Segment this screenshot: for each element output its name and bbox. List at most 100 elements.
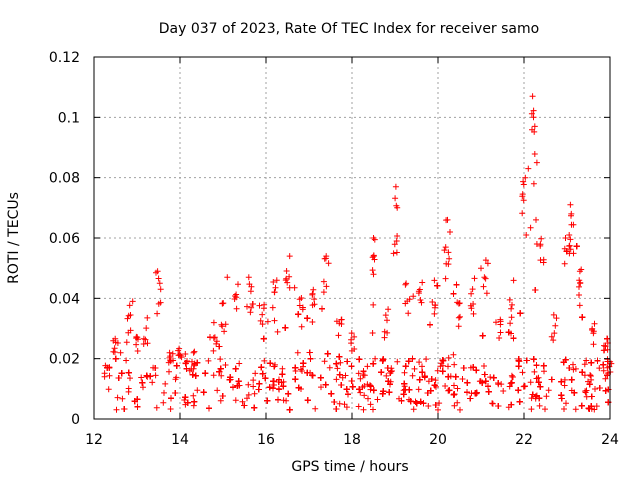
roti-point <box>508 372 515 379</box>
roti-point <box>500 388 507 394</box>
roti-point <box>533 159 540 166</box>
roti-point <box>431 382 438 389</box>
roti-point <box>250 377 257 384</box>
roti-point <box>577 279 584 286</box>
roti-point <box>202 370 209 377</box>
roti-point <box>160 399 167 406</box>
roti-point <box>247 309 254 316</box>
roti-point <box>581 361 588 368</box>
roti-point <box>543 393 550 400</box>
roti-point <box>602 387 609 394</box>
roti-point <box>567 236 574 243</box>
roti-point <box>348 347 355 354</box>
roti-point <box>442 383 449 389</box>
roti-point <box>516 398 523 405</box>
roti-point <box>561 260 568 267</box>
roti-point <box>266 384 273 391</box>
roti-point <box>264 397 271 404</box>
roti-point <box>453 281 460 288</box>
roti-point <box>410 406 417 413</box>
roti-point <box>244 303 250 310</box>
grid-lines <box>94 57 610 419</box>
y-tick-label: 0.06 <box>49 231 80 247</box>
roti-point <box>446 387 453 394</box>
roti-point <box>369 330 376 336</box>
roti-point <box>604 335 611 342</box>
roti-point <box>510 277 517 284</box>
roti-point <box>106 364 113 371</box>
roti-point <box>138 374 145 381</box>
roti-point <box>508 314 515 321</box>
roti-point <box>245 381 252 388</box>
roti-point <box>561 382 568 389</box>
roti-point <box>457 406 463 413</box>
roti-point <box>182 351 189 357</box>
roti-point <box>125 369 132 376</box>
roti-point <box>335 332 342 339</box>
roti-point <box>454 399 461 406</box>
roti-point <box>194 387 201 394</box>
roti-point <box>348 378 355 384</box>
roti-point <box>407 398 414 405</box>
roti-point <box>374 396 381 403</box>
roti-point <box>153 404 160 411</box>
roti-point <box>452 373 459 380</box>
roti-point <box>403 280 410 287</box>
roti-point <box>282 277 289 284</box>
roti-point <box>230 384 236 391</box>
roti-point <box>402 363 409 370</box>
roti-point <box>210 347 217 354</box>
roti-point <box>182 394 189 401</box>
roti-point <box>256 302 263 309</box>
roti-point <box>447 229 453 235</box>
roti-point <box>409 355 416 362</box>
roti-point <box>139 379 146 386</box>
roti-point <box>381 334 388 341</box>
roti-point <box>455 314 462 321</box>
roti-point <box>168 395 174 402</box>
roti-point <box>295 311 302 318</box>
roti-point <box>309 291 316 298</box>
roti-point <box>232 365 239 372</box>
roti-point <box>300 360 307 367</box>
roti-point <box>286 253 293 260</box>
roti-point <box>236 360 243 367</box>
roti-point <box>273 277 280 284</box>
roti-point <box>259 370 266 377</box>
roti-point <box>530 114 537 121</box>
roti-point <box>324 350 331 357</box>
roti-point <box>591 320 598 327</box>
roti-point <box>519 369 526 376</box>
roti-point <box>298 386 304 392</box>
roti-point <box>440 357 447 364</box>
roti-point <box>143 372 150 379</box>
roti-point <box>529 391 536 398</box>
roti-point <box>535 379 542 386</box>
roti-point <box>271 289 278 296</box>
roti-point <box>190 392 197 399</box>
x-tick-label: 14 <box>171 432 189 448</box>
roti-point <box>270 279 277 285</box>
roti-point <box>529 93 536 100</box>
roti-point <box>509 301 515 308</box>
roti-point <box>570 250 577 257</box>
roti-point <box>473 367 480 374</box>
roti-point <box>191 360 198 367</box>
roti-point <box>372 355 379 362</box>
roti-point <box>370 301 377 308</box>
x-tick-label: 18 <box>343 432 361 448</box>
roti-point <box>371 256 378 263</box>
roti-point <box>304 369 311 376</box>
roti-point <box>479 379 486 386</box>
roti-point <box>391 241 398 248</box>
roti-point <box>570 221 577 228</box>
roti-point <box>357 375 364 382</box>
roti-point <box>336 320 343 327</box>
roti-point <box>189 371 196 378</box>
roti-point <box>600 367 607 374</box>
roti-point <box>299 368 305 374</box>
roti-point <box>532 287 539 293</box>
roti-point <box>166 368 172 375</box>
roti-point <box>166 349 173 356</box>
roti-point <box>451 361 458 368</box>
